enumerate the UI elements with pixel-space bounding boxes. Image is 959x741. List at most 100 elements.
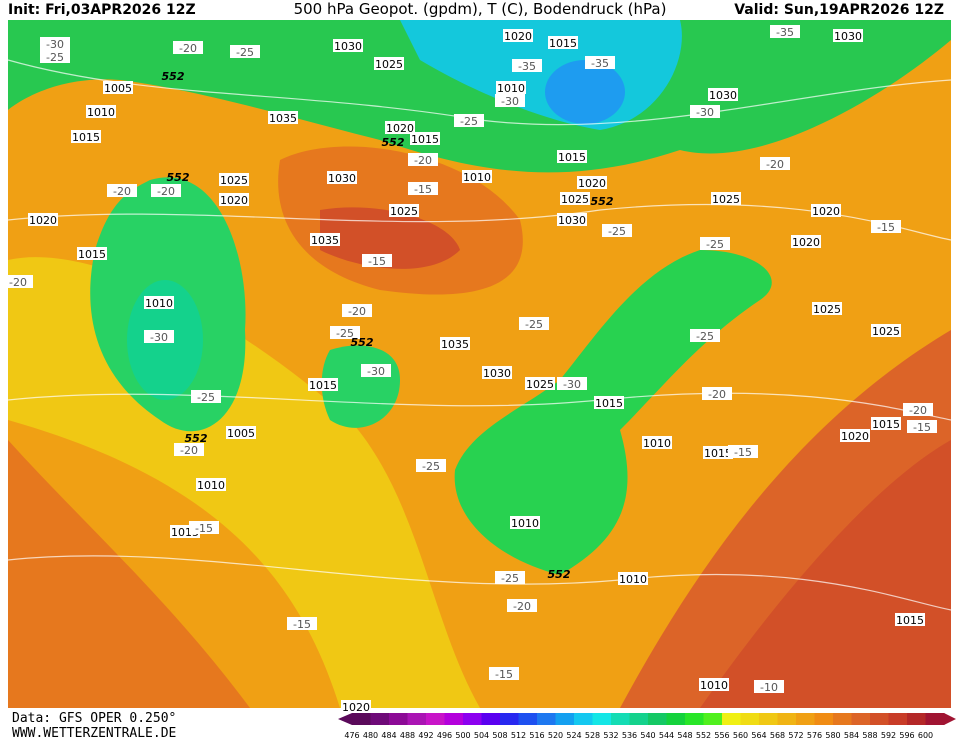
map-field [8,20,951,708]
temperature-label-box [512,59,542,72]
colorbar-swatch [703,713,723,725]
temperature-label: -25 [197,391,215,404]
pressure-label-box [482,366,512,379]
pressure-label-box [503,29,533,42]
height-label: 552 [351,336,374,349]
pressure-label: 1025 [375,58,403,71]
pressure-label-box [871,324,901,337]
pressure-label: 1010 [197,479,225,492]
pressure-label: 1010 [619,573,647,586]
pressure-label: 1015 [896,614,924,627]
pressure-label-box [226,426,256,439]
pressure-label: 1010 [463,171,491,184]
colorbar-label: 552 [696,731,711,740]
colorbar-label: 536 [622,731,637,740]
pressure-label: 1020 [29,214,57,227]
pressure-label: 1020 [841,430,869,443]
colorbar-label: 516 [529,731,544,740]
colorbar-label: 548 [677,731,692,740]
colorbar-arrow-left [338,713,352,725]
pressure-label: 1030 [709,89,737,102]
colorbar-swatch [389,713,408,725]
colorbar-swatch [444,713,464,725]
temperature-label: -15 [913,421,931,434]
pressure-label: 1035 [269,112,297,125]
colorbar-label: 504 [474,731,489,740]
pressure-label-box [28,213,58,226]
temperature-label: -15 [368,255,386,268]
temperature-label: -15 [734,446,752,459]
colorbar: 476 480 484 488 492 496 500 504 508 512 516 520 524 5… [338,713,956,740]
pressure-label-box [703,446,733,459]
colorbar-swatch [833,713,852,725]
pressure-label: 1015 [595,397,623,410]
temperature-label: -35 [518,60,536,73]
colorbar-label: 576 [807,731,822,740]
temperature-label-box [903,403,933,416]
pressure-label-box [833,29,863,42]
pressure-label: 1010 [511,517,539,530]
temperature-label-box [702,387,732,400]
pressure-label-box [510,516,540,529]
temperature-label-box [489,667,519,680]
colorbar-label: 508 [492,731,507,740]
temperature-label: -25 [706,238,724,251]
temperature-label-box [519,317,549,330]
temperature-label-box [342,304,372,317]
colorbar-swatch [648,713,667,725]
colorbar-arrow-right [944,713,956,725]
temperature-label-box [230,45,260,58]
colorbar-label: 568 [770,731,785,740]
colorbar-swatch [426,713,445,725]
pressure-label: 1020 [578,177,606,190]
pressure-label-box [618,572,648,585]
colorbar-swatch [722,713,741,725]
pressure-label: 1010 [643,437,671,450]
pressure-label-box [77,247,107,260]
pressure-label: 1005 [227,427,255,440]
pressure-label-box [557,213,587,226]
temperature-label: -15 [195,522,213,535]
temperature-label: -20 [157,185,175,198]
temperature-label-box [330,326,360,339]
colorbar-label: 480 [363,731,378,740]
colorbar-label: 600 [918,731,933,740]
pressure-label-box [708,88,738,101]
colorbar-swatch [592,713,612,725]
temperature-label-box [754,680,784,693]
pressure-label: 1015 [72,131,100,144]
temperature-label: -30 [563,378,581,391]
pressure-label-box [389,204,419,217]
colorbar-label: 524 [566,731,581,740]
pressure-label: 1030 [328,172,356,185]
pressure-label-box [219,173,249,186]
temperature-label-box [287,617,317,630]
pressure-label: 1030 [334,40,362,53]
pressure-label: 1025 [712,193,740,206]
colorbar-label: 540 [640,731,655,740]
pressure-label-box [374,57,404,70]
colorbar-label: 476 [344,731,359,740]
temperature-label-box [454,114,484,127]
temperature-label: -20 [113,185,131,198]
temperature-label: -20 [909,404,927,417]
pressure-label: 1015 [704,447,732,460]
colorbar-label: 564 [751,731,766,740]
pressure-label: 1020 [386,122,414,135]
pressure-label: 1015 [872,418,900,431]
temperature-label: -30 [46,38,64,51]
map-labels: 1030102010151025100510101015103510201015… [3,25,937,714]
temperature-label-box [151,184,181,197]
temperature-label-box [507,599,537,612]
pressure-label: 1035 [441,338,469,351]
pressure-label: 1010 [87,106,115,119]
temperature-label: -25 [525,318,543,331]
temperature-label-box [3,275,33,288]
temperature-label: -25 [696,330,714,343]
temperature-label-box [557,377,587,390]
colorbar-swatch [518,713,538,725]
colorbar-label: 484 [381,731,396,740]
colorbar-swatch [629,713,649,725]
pressure-label-box [560,192,590,205]
pressure-label-box [86,105,116,118]
